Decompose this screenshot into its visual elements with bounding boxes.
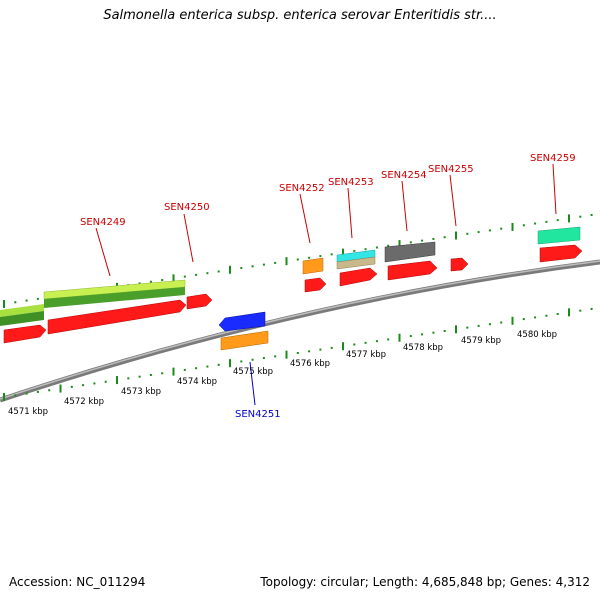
leader-sen4259 (552, 163, 557, 215)
leader-sen4251 (249, 361, 256, 406)
gene-block-left-green[interactable] (0, 311, 44, 326)
lower-tick-track (3, 307, 593, 401)
scale-label: 4576 kbp (290, 359, 330, 369)
scale-label: 4577 kbp (346, 350, 386, 360)
gene-label-sen4249[interactable]: SEN4249 (80, 217, 126, 228)
leader-sen4254 (401, 180, 408, 232)
cds-arrow-sen4254[interactable] (387, 260, 438, 281)
organism-title: Salmonella enterica subsp. enterica sero… (103, 8, 497, 23)
scale-label: 4578 kbp (403, 343, 443, 353)
gene-block-sen4251-orange[interactable] (220, 330, 269, 351)
scale-label: 4571 kbp (8, 407, 48, 417)
scale-label: 4572 kbp (64, 397, 104, 407)
gene-label-sen4255[interactable]: SEN4255 (428, 164, 474, 175)
gene-block-sen4253-tan[interactable] (336, 256, 376, 270)
scale-label: 4580 kbp (517, 330, 557, 340)
gene-label-sen4254[interactable]: SEN4254 (381, 170, 427, 181)
leader-sen4252 (299, 193, 311, 244)
leader-sen4255 (449, 174, 457, 227)
gene-block-sen4249-green[interactable] (44, 287, 185, 308)
leader-sen4253 (347, 187, 353, 239)
cds-arrow-sen4255[interactable] (450, 257, 469, 272)
scale-label: 4575 kbp (233, 367, 273, 377)
gene-block-sen4254-gray[interactable] (384, 241, 436, 263)
gene-block-sen4251-blue[interactable] (218, 311, 266, 332)
scale-label-group: 4571 kbp 4572 kbp 4573 kbp 4574 kbp 4575… (8, 330, 557, 417)
gene-block-sen4252-orange[interactable] (302, 257, 324, 275)
gene-label-sen4259[interactable]: SEN4259 (530, 153, 576, 164)
cds-arrow-sen4250[interactable] (186, 293, 213, 310)
cds-arrow-sen4259[interactable] (539, 244, 583, 263)
cds-arrow-left[interactable] (3, 324, 47, 344)
label-leaders (95, 163, 557, 406)
leader-sen4249 (95, 227, 111, 277)
backbone-highlight (0, 260, 600, 400)
feature-track (0, 226, 583, 351)
gene-block-left-lime[interactable] (0, 304, 44, 317)
cds-arrow-sen4249[interactable] (47, 299, 187, 335)
gene-label-group: SEN4249 SEN4250 SEN4251 SEN4252 SEN4253 … (80, 153, 576, 420)
gene-label-sen4252[interactable]: SEN4252 (279, 183, 325, 194)
cds-arrow-sen4252[interactable] (304, 277, 327, 293)
backbone-line (0, 259, 600, 403)
leader-sen4250 (183, 213, 194, 263)
accession-text: Accession: NC_011294 (9, 575, 146, 589)
scale-label: 4579 kbp (461, 336, 501, 346)
genome-summary-text: Topology: circular; Length: 4,685,848 bp… (260, 575, 590, 589)
gene-label-sen4251[interactable]: SEN4251 (235, 409, 281, 420)
gene-label-sen4253[interactable]: SEN4253 (328, 177, 374, 188)
cds-arrow-sen4253[interactable] (339, 267, 378, 287)
gene-label-sen4250[interactable]: SEN4250 (164, 202, 210, 213)
scale-label: 4573 kbp (121, 387, 161, 397)
scale-label: 4574 kbp (177, 377, 217, 387)
gene-block-sen4259-teal[interactable] (537, 226, 581, 245)
